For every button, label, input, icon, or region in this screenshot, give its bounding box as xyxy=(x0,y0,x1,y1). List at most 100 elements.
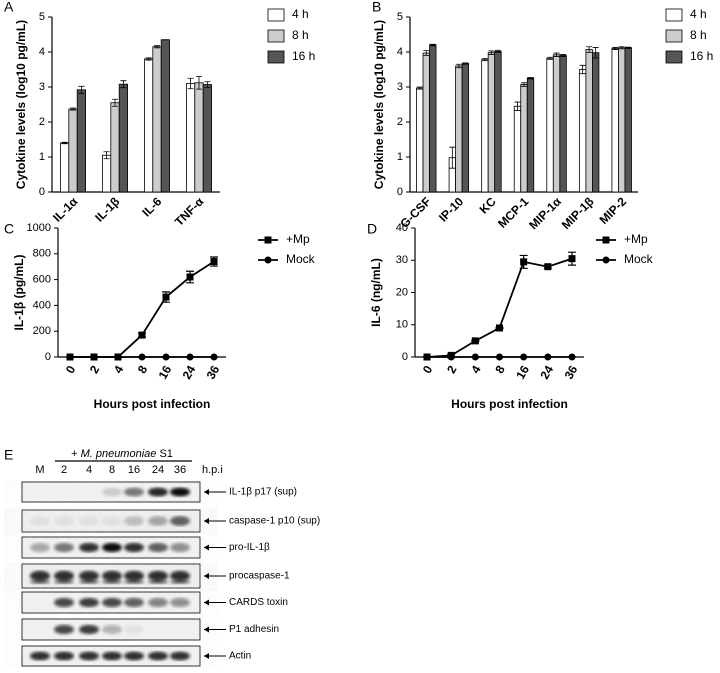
blot-band xyxy=(54,580,74,584)
blot-band xyxy=(54,624,74,635)
x-tick-label: IL-6 xyxy=(139,194,164,219)
y-tick-label: 40 xyxy=(396,222,408,234)
blot-band xyxy=(148,542,168,553)
bar xyxy=(618,47,626,193)
error-bar xyxy=(586,46,593,53)
bar xyxy=(494,50,502,193)
marker xyxy=(520,258,528,266)
blot-band xyxy=(54,651,74,661)
error-bar xyxy=(488,50,495,55)
error-bar xyxy=(553,52,560,57)
y-tick-label: 3 xyxy=(39,81,45,93)
y-tick-label: 1 xyxy=(397,151,403,163)
blot-band xyxy=(102,597,122,608)
x-tick-label: IL-1α xyxy=(50,194,81,225)
y-axis-title: IL-6 (ng/mL) xyxy=(369,258,383,327)
lane-label: 36 xyxy=(174,464,186,476)
legend-swatch xyxy=(267,8,285,22)
panel-label: B xyxy=(372,0,381,15)
bar xyxy=(76,89,86,193)
blot-band xyxy=(79,597,99,608)
panel-label: A xyxy=(4,0,14,15)
error-bar xyxy=(547,56,554,60)
error-bar xyxy=(103,151,110,160)
y-tick-label: 0 xyxy=(45,351,51,363)
blot-band xyxy=(30,580,50,584)
legend-label: 16 h xyxy=(292,49,315,63)
blot-band xyxy=(124,487,144,497)
blot-band xyxy=(148,580,168,584)
blot-band xyxy=(170,516,190,526)
x-tick-label: MIP-2 xyxy=(597,194,630,227)
line xyxy=(426,257,573,358)
marker xyxy=(447,353,455,361)
arrow-head xyxy=(204,544,209,551)
blot-band xyxy=(30,651,50,661)
treatment-strain: S1 xyxy=(159,448,172,460)
bar xyxy=(202,84,212,193)
bar xyxy=(526,77,535,193)
error-bar xyxy=(112,98,118,107)
x-tick-label: 36 xyxy=(204,363,223,382)
blot-band xyxy=(102,570,122,582)
error-bar xyxy=(521,82,527,87)
y-axis-title: Cytokine levels (log10 pg/mL) xyxy=(372,20,386,189)
blot-band xyxy=(148,570,168,582)
x-tick-label: MIP-1α xyxy=(526,194,564,232)
marker xyxy=(210,258,218,266)
marker xyxy=(568,353,576,361)
arrow-head xyxy=(204,518,209,524)
error-bar xyxy=(154,45,160,49)
bar xyxy=(102,154,112,193)
y-tick-label: 3 xyxy=(397,81,403,93)
arrow-head xyxy=(204,489,209,495)
x-tick-label: 16 xyxy=(513,363,532,382)
blot-band xyxy=(54,516,74,526)
legend-label: +Mp xyxy=(286,232,310,246)
error-bar xyxy=(527,77,534,80)
blot-band xyxy=(124,651,144,661)
marker xyxy=(520,353,528,361)
x-tick-label: 8 xyxy=(135,363,151,376)
panel-label: C xyxy=(4,221,14,237)
lane-label: 24 xyxy=(152,464,164,476)
error-bar xyxy=(625,46,632,49)
error-bar xyxy=(462,62,469,65)
arrow-head xyxy=(204,599,209,606)
x-tick-label: 24 xyxy=(180,363,199,382)
x-tick-label: IL-1β xyxy=(92,194,122,224)
error-bar xyxy=(612,47,619,50)
panel-label: D xyxy=(367,221,377,237)
bar xyxy=(455,65,463,193)
row-label: IL-1β p17 (sup) xyxy=(229,487,297,498)
error-bar xyxy=(514,101,521,111)
marker xyxy=(544,263,552,271)
marker xyxy=(186,273,194,281)
blot-band xyxy=(148,597,168,608)
blot-band xyxy=(124,624,144,635)
y-tick-label: 400 xyxy=(33,299,51,311)
marker xyxy=(496,353,503,361)
x-axis-title: Hours post infection xyxy=(451,397,568,411)
treatment-label: + M. pneumoniae S1 xyxy=(71,448,173,460)
blot-band xyxy=(124,542,144,553)
legend-label: Mock xyxy=(624,252,654,266)
blot-band xyxy=(79,516,99,526)
x-tick-label: 0 xyxy=(420,363,436,376)
blot-band xyxy=(148,651,168,661)
bar xyxy=(487,52,496,193)
panel-label: E xyxy=(4,447,13,463)
legend-marker xyxy=(264,256,272,264)
bar xyxy=(118,83,128,193)
blot-band xyxy=(79,580,99,584)
legend-label: 8 h xyxy=(292,28,309,42)
y-tick-label: 600 xyxy=(33,274,51,286)
legend-label: Mock xyxy=(286,252,316,266)
legend-marker xyxy=(264,236,272,244)
x-tick-label: TNF-α xyxy=(172,194,207,229)
bar xyxy=(110,102,120,193)
bar xyxy=(481,59,489,193)
blot-band xyxy=(30,570,50,582)
blot-band xyxy=(170,542,190,553)
lane-label: 4 xyxy=(86,464,92,476)
